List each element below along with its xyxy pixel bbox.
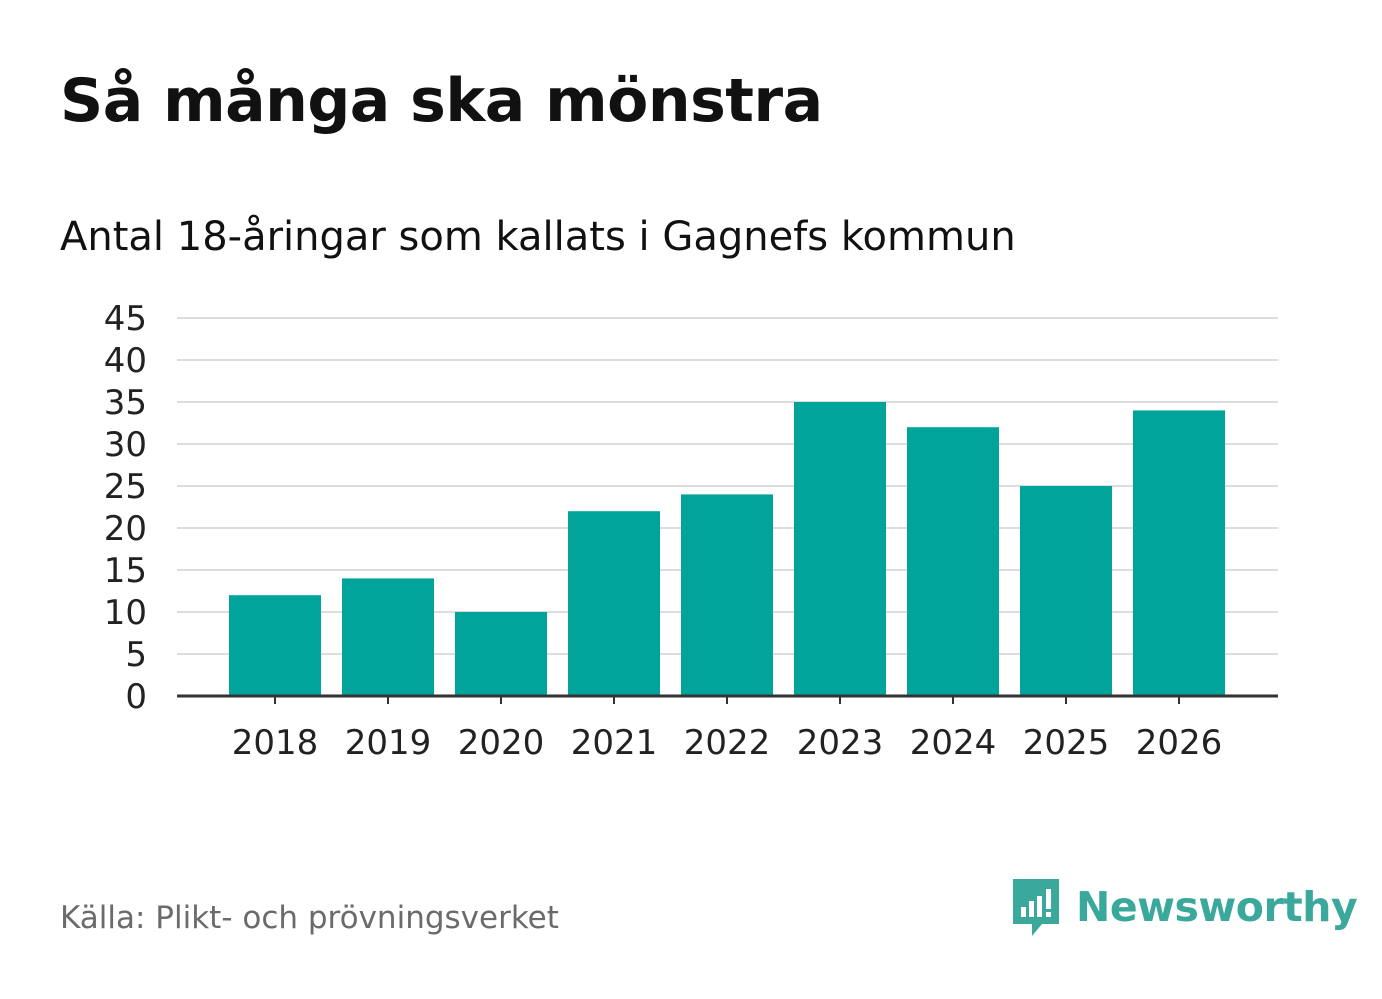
- newsworthy-logo-icon: [1013, 879, 1059, 936]
- y-tick-label: 25: [104, 467, 147, 507]
- source-note: Källa: Plikt- och prövningsverket: [60, 900, 559, 936]
- x-tick-label: 2018: [232, 723, 319, 763]
- bar-2023: [794, 402, 886, 696]
- y-tick-label: 0: [125, 677, 147, 717]
- bar-2019: [342, 578, 434, 696]
- bar-2021: [568, 511, 660, 696]
- y-tick-label: 40: [104, 341, 147, 381]
- y-tick-label: 10: [104, 593, 147, 633]
- x-tick-label: 2025: [1023, 723, 1110, 763]
- bar-2024: [907, 427, 999, 696]
- chart-title: Så många ska mönstra: [60, 66, 823, 136]
- bar-2025: [1020, 486, 1112, 696]
- x-tick-label: 2019: [345, 723, 432, 763]
- x-tick-label: 2021: [571, 723, 658, 763]
- y-tick-label: 15: [104, 551, 147, 591]
- x-tick-label: 2023: [797, 723, 884, 763]
- y-tick-label: 30: [104, 425, 147, 465]
- bar-2018: [229, 595, 321, 696]
- chart-subtitle: Antal 18-åringar som kallats i Gagnefs k…: [60, 214, 1016, 260]
- y-tick-label: 45: [104, 299, 147, 339]
- bar-2022: [681, 494, 773, 696]
- x-tick-label: 2024: [910, 723, 997, 763]
- y-tick-label: 35: [104, 383, 147, 423]
- brand-logo: Newsworthy: [1010, 876, 1358, 938]
- x-tick-label: 2026: [1136, 723, 1223, 763]
- x-tick-label: 2022: [684, 723, 771, 763]
- y-tick-label: 5: [125, 635, 147, 675]
- bar-2026: [1133, 410, 1225, 696]
- x-tick-label: 2020: [458, 723, 545, 763]
- bar-2020: [455, 612, 547, 696]
- brand-name: Newsworthy: [1076, 883, 1358, 931]
- bars: [229, 402, 1225, 696]
- y-tick-label: 20: [104, 509, 147, 549]
